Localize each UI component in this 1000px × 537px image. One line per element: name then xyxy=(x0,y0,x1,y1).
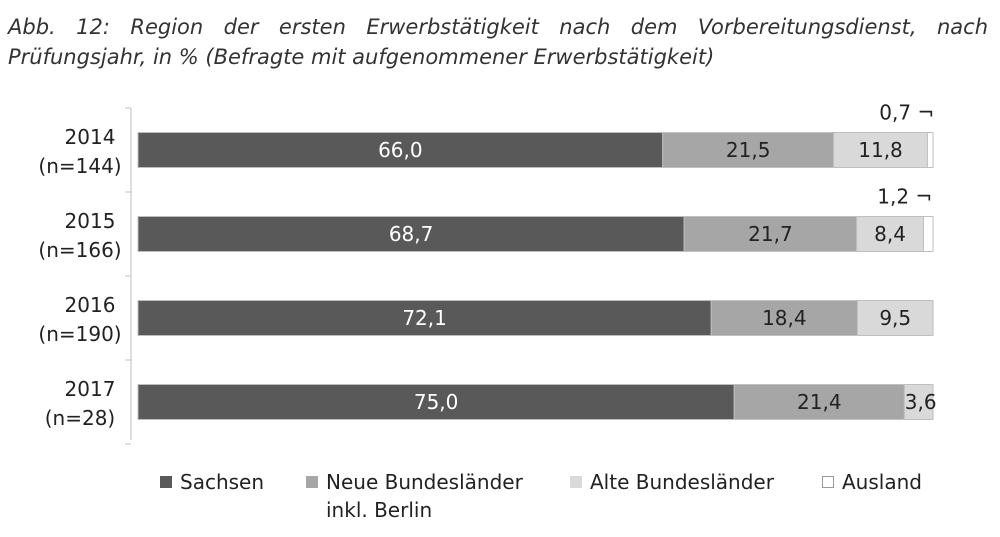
data-label: 66,0 xyxy=(378,138,423,162)
bar-segment xyxy=(137,300,712,336)
y-tick-label-n: (n=144) xyxy=(38,154,121,178)
legend-swatch xyxy=(306,476,318,488)
legend-item: Alte Bundesländer xyxy=(570,468,774,496)
bar-segment xyxy=(856,216,924,252)
data-label: 75,0 xyxy=(414,390,459,414)
legend-label: Alte Bundesländer xyxy=(590,470,774,494)
bar-segment xyxy=(922,216,934,252)
data-label: 18,4 xyxy=(762,306,807,330)
bar-segment xyxy=(903,384,934,420)
data-label: 3,6 xyxy=(905,390,937,414)
data-label: 11,8 xyxy=(858,138,903,162)
chart-legend: Sachsen Neue Bundesländer inkl. Berlin Alt… xyxy=(0,468,1000,528)
bar-segment xyxy=(833,132,928,168)
legend-label: Sachsen xyxy=(180,470,265,494)
legend-swatch xyxy=(570,476,582,488)
data-label: 8,4 xyxy=(874,222,906,246)
legend-item: Sachsen xyxy=(160,468,264,496)
bar-segment xyxy=(137,132,664,168)
data-label: 21,7 xyxy=(748,222,793,246)
bar-segment xyxy=(856,300,934,336)
bar-segment xyxy=(662,132,835,168)
data-label: 68,7 xyxy=(389,222,434,246)
legend-label: Neue Bundesländer inkl. Berlin xyxy=(326,470,523,522)
legend-label: Ausland xyxy=(842,470,922,494)
bar-segment xyxy=(683,216,858,252)
data-label: 1,2 ¬ xyxy=(877,185,932,209)
bar-segment xyxy=(733,384,905,420)
y-tick-label-year: 2015 xyxy=(65,209,116,233)
legend-item: Ausland xyxy=(822,468,922,496)
legend-swatch xyxy=(160,476,172,488)
bar-segment xyxy=(137,216,685,252)
bar-segment xyxy=(137,384,735,420)
y-tick-label-n: (n=166) xyxy=(38,238,121,262)
bar-segment xyxy=(926,132,934,168)
y-tick-label-n: (n=28) xyxy=(45,406,116,430)
stacked-bar-chart: 2014 (n=144) 66,0 21,5 11,8 0,7 ¬ 2015 (n=166) 6… xyxy=(38,101,937,445)
data-label: 9,5 xyxy=(879,306,911,330)
y-tick-label-year: 2017 xyxy=(65,377,116,401)
y-tick-label-n: (n=190) xyxy=(38,322,121,346)
data-label: 0,7 ¬ xyxy=(879,101,934,125)
chart-caption: Abb. 12: Region der ersten Erwerbstätigk… xyxy=(8,15,988,69)
legend-swatch xyxy=(822,476,834,488)
y-tick-label-year: 2016 xyxy=(65,293,116,317)
data-label: 72,1 xyxy=(402,306,447,330)
data-label: 21,4 xyxy=(797,390,842,414)
data-label: 21,5 xyxy=(726,138,771,162)
y-tick-label-year: 2014 xyxy=(65,125,116,149)
legend-item: Neue Bundesländer inkl. Berlin xyxy=(306,468,523,524)
